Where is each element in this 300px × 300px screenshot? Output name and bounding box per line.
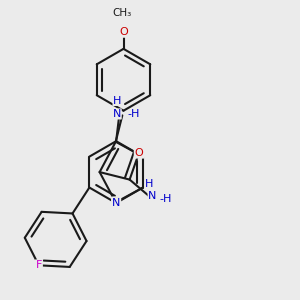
Text: N: N bbox=[113, 109, 121, 119]
Text: H: H bbox=[113, 96, 121, 106]
Text: O: O bbox=[135, 148, 143, 158]
Text: -H: -H bbox=[128, 109, 140, 119]
Text: -H: -H bbox=[160, 194, 172, 204]
Text: N: N bbox=[148, 191, 157, 201]
Text: H: H bbox=[145, 179, 154, 189]
Text: N: N bbox=[112, 198, 120, 208]
Text: CH₃: CH₃ bbox=[112, 8, 132, 18]
Text: O: O bbox=[119, 27, 128, 37]
Text: S: S bbox=[112, 197, 119, 207]
Text: F: F bbox=[36, 260, 42, 270]
